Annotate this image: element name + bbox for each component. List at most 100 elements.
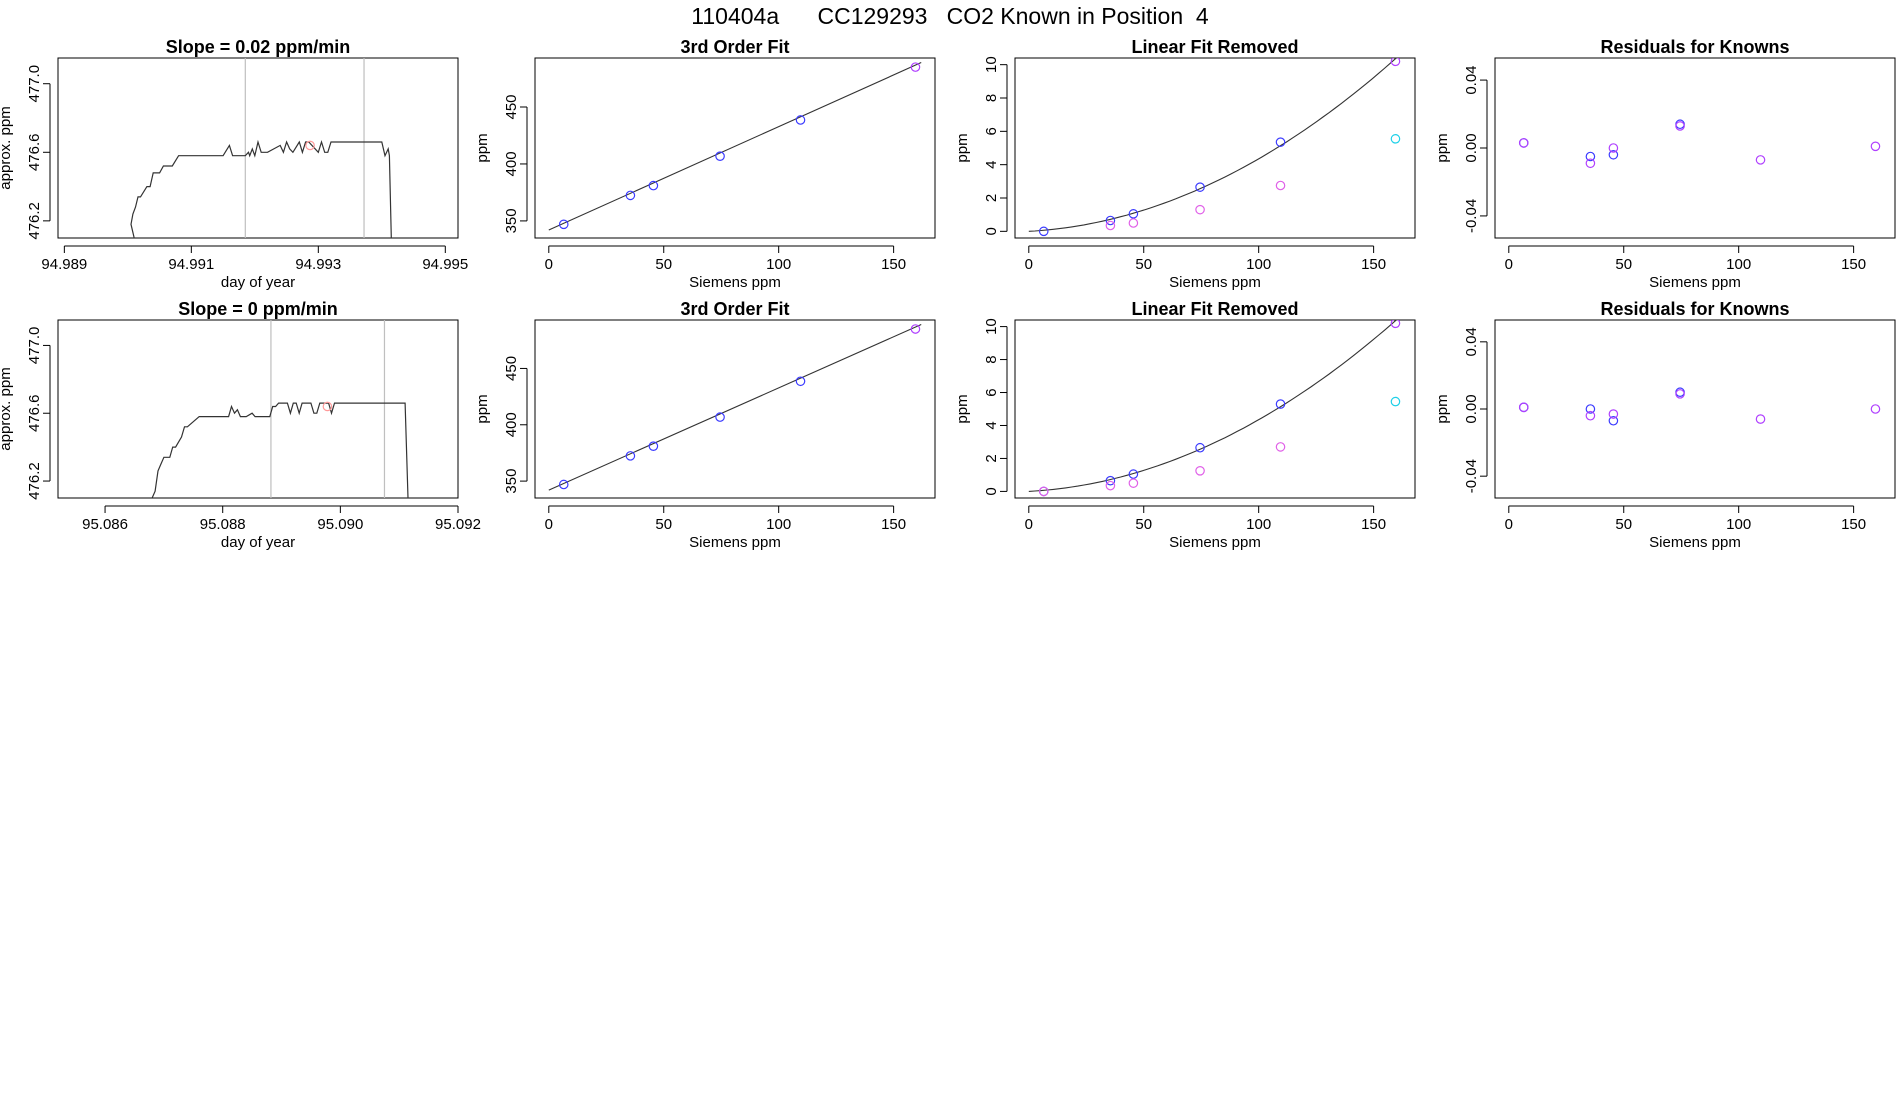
data-point (1585, 410, 1596, 421)
data-point (1585, 404, 1596, 414)
y-tick-label: 0.00 (1463, 394, 1480, 423)
chart-title: Linear Fit Removed (1131, 37, 1298, 57)
data-point (1608, 143, 1619, 153)
fit-line (548, 62, 922, 231)
y-tick-label: 450 (503, 94, 520, 119)
y-tick-label: 8 (983, 355, 1000, 363)
x-axis-label: Siemens ppm (689, 534, 781, 551)
y-axis-label: ppm (474, 394, 491, 423)
data-point (1038, 226, 1049, 237)
data-point (1585, 151, 1596, 162)
data-point (648, 180, 659, 191)
y-axis-label: ppm (954, 394, 971, 423)
x-axis-label: day of year (221, 274, 295, 291)
x-axis-label: day of year (221, 534, 295, 551)
chart-r2c3: Linear Fit Removed 0 50 100 150 Siemens ppm 0 2… (954, 299, 1416, 551)
data-point (1390, 320, 1401, 329)
y-axis-label: ppm (1434, 133, 1451, 162)
chart-title: Slope = 0 ppm/min (178, 299, 338, 319)
plot-frame (1014, 319, 1416, 499)
data-point (1518, 138, 1529, 148)
y-tick-label: 477.0 (26, 65, 43, 103)
chart-title: Linear Fit Removed (1131, 299, 1298, 319)
data-point (1105, 215, 1116, 226)
x-tick-label: 100 (1726, 256, 1751, 273)
data-point (1195, 204, 1205, 215)
x-tick-label: 50 (655, 516, 672, 533)
chart-r2c4: Residuals for Knowns 0 50 100 150 Siemens ppm… (1434, 299, 1896, 551)
chart-title: Residuals for Knowns (1600, 299, 1789, 319)
trace-line (127, 139, 392, 238)
plot-frame (57, 319, 459, 499)
data-point (715, 151, 725, 162)
data-point (625, 190, 636, 201)
x-tick-label: 100 (766, 256, 791, 273)
plot-area (1518, 387, 1881, 426)
data-point (1105, 480, 1116, 491)
data-point (1608, 415, 1619, 426)
x-tick-label: 50 (1135, 516, 1152, 533)
data-point (1870, 141, 1881, 152)
y-tick-label: 450 (503, 356, 520, 381)
y-tick-label: 6 (983, 388, 1000, 396)
data-point (715, 412, 725, 422)
plot-frame (534, 57, 936, 239)
y-tick-label: 476.6 (26, 394, 43, 432)
data-point (1608, 409, 1619, 419)
data-point (1275, 399, 1286, 409)
plot-area (1518, 119, 1881, 169)
x-tick-label: 0 (1505, 516, 1513, 533)
x-axis-label: Siemens ppm (1169, 274, 1261, 291)
data-point (625, 451, 636, 461)
data-point (648, 441, 659, 451)
data-point (1585, 158, 1596, 169)
y-axis-label: ppm (954, 133, 971, 162)
chart-title: 3rd Order Fit (680, 37, 789, 57)
data-point (1675, 121, 1685, 131)
y-tick-label: -0.04 (1463, 199, 1480, 233)
x-tick-label: 0 (1505, 256, 1513, 273)
data-point (1128, 478, 1139, 488)
y-axis-label: ppm (1434, 394, 1451, 423)
chart-r2c2: 3rd Order Fit 0 50 100 150 Siemens ppm 350 400 4… (474, 299, 936, 551)
y-axis-label: approx. ppm (0, 106, 14, 189)
data-point (1608, 149, 1619, 160)
x-tick-label: 95.086 (82, 516, 128, 533)
data-point (1755, 414, 1766, 424)
data-point (795, 376, 806, 387)
plot-area (1028, 320, 1401, 497)
y-tick-label: 4 (983, 160, 1000, 168)
x-axis-label: Siemens ppm (1649, 274, 1741, 291)
y-tick-label: 350 (503, 208, 520, 233)
y-tick-label: 2 (983, 454, 1000, 462)
chart-title: Residuals for Knowns (1600, 37, 1789, 57)
x-tick-label: 94.991 (168, 256, 214, 273)
y-axis-label: ppm (474, 133, 491, 162)
y-tick-label: 0 (983, 227, 1000, 235)
chart-r2c1: Slope = 0 ppm/min 95.086 95.088 95.090 95.09… (0, 299, 481, 551)
y-tick-label: -0.04 (1463, 459, 1480, 493)
plot-frame (57, 57, 459, 239)
x-tick-label: 150 (1361, 516, 1386, 533)
trace-line (128, 402, 409, 498)
fit-curve (1028, 58, 1397, 232)
x-tick-label: 150 (1841, 516, 1866, 533)
data-point (1390, 396, 1401, 407)
y-tick-label: 0.04 (1463, 65, 1480, 94)
fit-line (548, 324, 922, 491)
data-point (795, 115, 806, 125)
plot-area (127, 58, 392, 238)
data-point (305, 140, 315, 151)
y-tick-label: 0.04 (1463, 327, 1480, 356)
x-tick-label: 94.993 (295, 256, 341, 273)
data-point (910, 324, 921, 334)
x-tick-label: 150 (881, 516, 906, 533)
data-point (1275, 137, 1286, 147)
x-axis-label: Siemens ppm (1649, 534, 1741, 551)
x-tick-label: 50 (1615, 516, 1632, 533)
data-point (1275, 442, 1286, 452)
data-point (558, 219, 569, 230)
x-tick-label: 50 (1135, 256, 1152, 273)
x-axis-label: Siemens ppm (1169, 534, 1261, 551)
y-tick-label: 476.2 (26, 202, 43, 240)
